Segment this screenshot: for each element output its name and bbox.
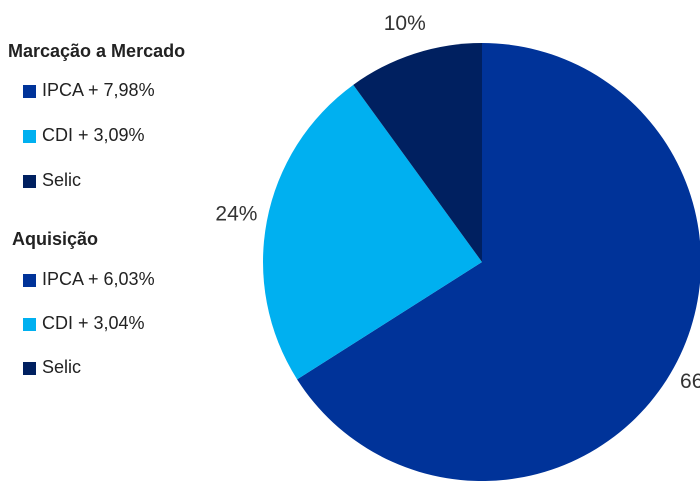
legend-item: Selic bbox=[42, 357, 81, 377]
legend-group-title: Aquisição bbox=[12, 229, 98, 249]
pie-slice bbox=[263, 84, 482, 380]
legend-group-title: Marcação a Mercado bbox=[8, 41, 185, 61]
data-label: 10% bbox=[384, 12, 426, 35]
pie-slice bbox=[297, 43, 700, 481]
legend-swatch bbox=[23, 130, 36, 143]
pie-slice bbox=[353, 43, 482, 262]
legend-swatch bbox=[23, 362, 36, 375]
data-label: 66% bbox=[680, 370, 700, 393]
legend-swatch bbox=[23, 318, 36, 331]
legend-swatch bbox=[23, 85, 36, 98]
legend-swatch bbox=[23, 274, 36, 287]
legend-item: IPCA + 6,03% bbox=[42, 269, 155, 289]
legend-swatch bbox=[23, 175, 36, 188]
legend-item: Selic bbox=[42, 170, 81, 190]
legend-item: CDI + 3,04% bbox=[42, 313, 145, 333]
legend-item: CDI + 3,09% bbox=[42, 125, 145, 145]
data-label: 24% bbox=[215, 203, 257, 226]
legend-item: IPCA + 7,98% bbox=[42, 80, 155, 100]
